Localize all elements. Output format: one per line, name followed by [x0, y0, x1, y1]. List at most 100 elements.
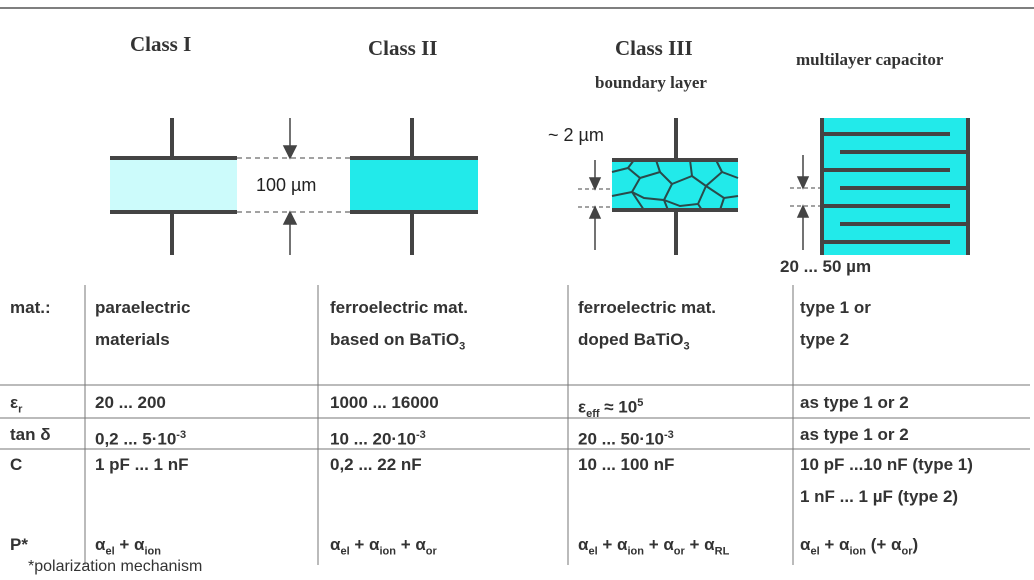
cell-line: αel + αion + αor [330, 535, 437, 567]
text: + α [396, 535, 426, 554]
text: ≈ 10 [600, 398, 638, 417]
dim-lines [790, 188, 822, 206]
text: 20 ... 200 [95, 393, 166, 412]
cell-line: as type 1 or 2 [800, 425, 909, 457]
subscript: r [18, 403, 22, 415]
cell-line: as type 1 or 2 [800, 393, 909, 425]
text: materials [95, 330, 170, 349]
table-cell: 10 pF ...10 nF (type 1) 1 nF ... 1 µF (ty… [800, 455, 973, 519]
text: 0,2 ... 22 nF [330, 455, 422, 474]
text: 20 ... 50·10 [578, 430, 664, 449]
cell-line: 1 pF ... 1 nF [95, 455, 189, 487]
text: 10 pF ...10 nF (type 1) [800, 455, 973, 474]
dim-arrows [590, 160, 600, 250]
superscript: 5 [637, 397, 643, 409]
text: 1000 ... 16000 [330, 393, 439, 412]
subscript: or [901, 545, 912, 557]
text: as type 1 or 2 [800, 425, 909, 444]
text: ε [578, 398, 586, 417]
text: α [578, 535, 588, 554]
table-cell: 1 pF ... 1 nF [95, 455, 189, 487]
cell-line: 10 ... 100 nF [578, 455, 674, 487]
table-cell: type 1 or type 2 [800, 298, 871, 362]
table-cell: P* [10, 535, 28, 567]
text: + α [115, 535, 145, 554]
dim-arrows [798, 155, 808, 250]
text: 1 nF ... 1 µF (type 2) [800, 487, 958, 506]
cell-line: αel + αion + αor + αRL [578, 535, 729, 567]
subscript: or [674, 545, 685, 557]
text: 10 ... 100 nF [578, 455, 674, 474]
cell-line: materials [95, 330, 190, 362]
subscript: ion [627, 545, 644, 557]
cell-line: mat.: [10, 298, 51, 330]
table-cell: αel + αion + αor [330, 535, 437, 567]
cell-line: αel + αion (+ αor) [800, 535, 918, 567]
text: paraelectric [95, 298, 190, 317]
subscript: ion [379, 545, 396, 557]
cell-line: doped BaTiO3 [578, 330, 716, 362]
text: + α [644, 535, 674, 554]
text: P* [10, 535, 28, 554]
table-cell: mat.: [10, 298, 51, 330]
table-cell: 0,2 ... 5·10-3 [95, 425, 186, 457]
cell-line: paraelectric [95, 298, 190, 330]
table-cell: as type 1 or 2 [800, 425, 909, 457]
table-cell: tan δ [10, 425, 51, 457]
class-subtitle: boundary layer [595, 73, 707, 93]
cell-line: P* [10, 535, 28, 567]
cell-line: 1 nF ... 1 µF (type 2) [800, 487, 973, 519]
subscript: el [105, 545, 114, 557]
cell-line: C [10, 455, 22, 487]
table-cell: paraelectric materials [95, 298, 190, 362]
subscript: 3 [459, 340, 465, 352]
text: 1 pF ... 1 nF [95, 455, 189, 474]
subscript: el [340, 545, 349, 557]
cell-line: tan δ [10, 425, 51, 457]
table-cell: εr [10, 393, 22, 425]
class-title: Class II [368, 36, 437, 61]
subscript: ion [144, 545, 161, 557]
text: (+ α [866, 535, 902, 554]
table-cell: C [10, 455, 22, 487]
cell-line: 20 ... 200 [95, 393, 166, 425]
class-title: Class III [615, 36, 693, 61]
table-cell: 0,2 ... 22 nF [330, 455, 422, 487]
superscript: -3 [176, 429, 186, 441]
text: mat.: [10, 298, 51, 317]
text: ferroelectric mat. [578, 298, 716, 317]
table-cell: 10 ... 100 nF [578, 455, 674, 487]
text: tan δ [10, 425, 51, 444]
table-cell: αel + αion (+ αor) [800, 535, 918, 567]
cell-line: 0,2 ... 5·10-3 [95, 425, 186, 457]
subscript: el [810, 545, 819, 557]
text: + α [685, 535, 715, 554]
text: + α [820, 535, 850, 554]
cell-line: 1000 ... 16000 [330, 393, 439, 425]
subscript: or [426, 545, 437, 557]
subscript: el [588, 545, 597, 557]
subscript: RL [715, 545, 730, 557]
superscript: -3 [664, 429, 674, 441]
dielectric [110, 158, 237, 212]
text: based on BaTiO [330, 330, 459, 349]
cell-line: 10 pF ...10 nF (type 1) [800, 455, 973, 487]
table-cell: 1000 ... 16000 [330, 393, 439, 425]
table-cell: αel + αion + αor + αRL [578, 535, 729, 567]
dim-label: 100 µm [256, 175, 316, 196]
class-title: multilayer capacitor [796, 50, 943, 70]
text: ε [10, 393, 18, 412]
text: type 1 or [800, 298, 871, 317]
subscript: eff [586, 408, 599, 420]
text: 0,2 ... 5·10 [95, 430, 176, 449]
class-title: Class I [130, 32, 191, 57]
dielectric [350, 158, 478, 212]
cell-line: 20 ... 50·10-3 [578, 425, 674, 457]
text: ) [912, 535, 918, 554]
cell-line: type 2 [800, 330, 871, 362]
cell-line: type 1 or [800, 298, 871, 330]
cell-line: ferroelectric mat. [330, 298, 468, 330]
table-cell: as type 1 or 2 [800, 393, 909, 425]
cell-line: εr [10, 393, 22, 425]
text: ferroelectric mat. [330, 298, 468, 317]
